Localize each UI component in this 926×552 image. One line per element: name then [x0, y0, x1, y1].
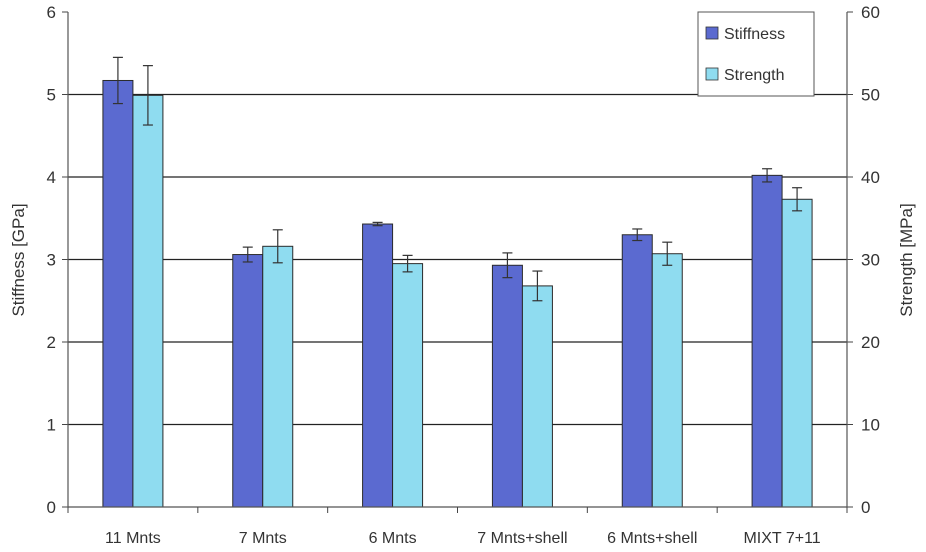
- category-label: 7 Mnts: [239, 530, 287, 547]
- bar-strength-2: [392, 263, 424, 508]
- right-tick-label: 10: [861, 416, 880, 435]
- bar-strength-3: [521, 285, 553, 508]
- legend-box: [697, 11, 815, 97]
- category-labels: 11 Mnts 7 Mnts 6 Mnts 7 Mnts+shell 6 Mnts+sh…: [105, 530, 821, 547]
- right-axis-tick-labels: 0 10 20 30 40 50 60: [861, 3, 880, 517]
- bar-stiffness-5: [751, 174, 783, 508]
- category-label: 7 Mnts+shell: [477, 530, 567, 547]
- bar-stiffness-4: [621, 234, 653, 508]
- left-tick-label: 3: [47, 251, 56, 270]
- right-tick-label: 60: [861, 3, 880, 22]
- bar-stiffness-1: [232, 254, 264, 508]
- right-tick-label: 30: [861, 251, 880, 270]
- left-axis-tick-labels: 0 1 2 3 4 5 6: [47, 3, 56, 517]
- right-tick-label: 50: [861, 86, 880, 105]
- legend-swatch-strength: [705, 67, 719, 81]
- right-tick-label: 20: [861, 333, 880, 352]
- legend-swatch-stiffness: [705, 26, 719, 40]
- legend: Stiffness Strength: [697, 11, 815, 97]
- left-tick-label: 6: [47, 3, 56, 22]
- bar-strength-4: [651, 253, 683, 508]
- right-tick-label: 0: [861, 498, 870, 517]
- category-label: MIXT 7+11: [743, 530, 820, 547]
- bars: [102, 79, 813, 508]
- legend-label-stiffness: Stiffness: [724, 26, 785, 43]
- bar-stiffness-2: [362, 223, 394, 508]
- grid-lines: [68, 93, 847, 426]
- axes: [62, 11, 853, 513]
- right-axis-title: Strength [MPa]: [897, 203, 916, 316]
- left-tick-label: 2: [47, 333, 56, 352]
- left-tick-label: 1: [47, 416, 56, 435]
- category-label: 6 Mnts: [369, 530, 417, 547]
- bar-strength-1: [262, 245, 294, 508]
- category-label: 6 Mnts+shell: [607, 530, 697, 547]
- left-tick-label: 0: [47, 498, 56, 517]
- bar-stiffness-0: [102, 79, 134, 508]
- bar-stiffness-3: [491, 264, 523, 508]
- bar-strength-0: [132, 94, 164, 508]
- right-tick-label: 40: [861, 168, 880, 187]
- error-bars: [112, 56, 803, 302]
- legend-label-strength: Strength: [724, 67, 784, 84]
- left-tick-label: 4: [47, 168, 56, 187]
- left-axis-title: Stiffness [GPa]: [9, 203, 28, 316]
- bar-strength-5: [781, 198, 813, 508]
- left-tick-label: 5: [47, 86, 56, 105]
- category-label: 11 Mnts: [105, 530, 161, 547]
